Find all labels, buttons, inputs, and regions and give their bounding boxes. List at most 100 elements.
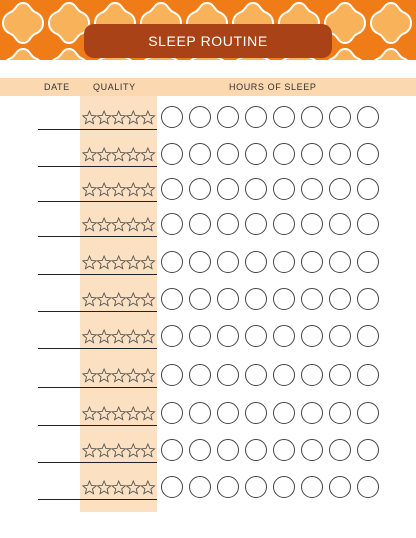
star-icon[interactable] <box>125 328 142 344</box>
date-entry-line[interactable] <box>38 236 80 237</box>
hour-circle[interactable] <box>357 143 379 165</box>
star-icon[interactable] <box>140 328 156 344</box>
hour-circle[interactable] <box>301 364 323 386</box>
star-icon[interactable] <box>96 181 112 197</box>
hour-circle[interactable] <box>329 106 351 128</box>
star-icon[interactable] <box>96 216 112 232</box>
hour-circle[interactable] <box>357 288 379 310</box>
hour-circle[interactable] <box>189 178 211 200</box>
hour-circle[interactable] <box>189 402 211 424</box>
hour-circle[interactable] <box>161 402 183 424</box>
star-icon[interactable] <box>96 291 112 307</box>
star-icon[interactable] <box>82 181 98 197</box>
hour-circle[interactable] <box>273 106 295 128</box>
hour-circle[interactable] <box>245 251 267 273</box>
star-icon[interactable] <box>140 442 156 458</box>
hour-circle[interactable] <box>245 178 267 200</box>
hour-circle[interactable] <box>217 143 239 165</box>
hour-circle[interactable] <box>217 402 239 424</box>
star-icon[interactable] <box>125 442 142 458</box>
star-icon[interactable] <box>96 405 112 421</box>
hour-circle[interactable] <box>161 143 183 165</box>
star-icon[interactable] <box>82 109 98 125</box>
hour-circle[interactable] <box>273 288 295 310</box>
hour-circle[interactable] <box>301 213 323 235</box>
hour-circle[interactable] <box>357 251 379 273</box>
star-icon[interactable] <box>140 109 156 125</box>
star-icon[interactable] <box>125 405 142 421</box>
star-icon[interactable] <box>96 109 112 125</box>
star-icon[interactable] <box>82 254 98 270</box>
hour-circle[interactable] <box>357 364 379 386</box>
star-icon[interactable] <box>82 291 98 307</box>
star-icon[interactable] <box>125 109 142 125</box>
star-icon[interactable] <box>140 181 156 197</box>
hour-circle[interactable] <box>161 251 183 273</box>
hour-circle[interactable] <box>245 213 267 235</box>
star-icon[interactable] <box>96 367 112 383</box>
hour-circle[interactable] <box>273 402 295 424</box>
star-icon[interactable] <box>125 291 142 307</box>
quality-star-rating[interactable] <box>82 479 156 497</box>
star-icon[interactable] <box>110 405 127 421</box>
star-icon[interactable] <box>140 254 156 270</box>
star-icon[interactable] <box>110 291 127 307</box>
hour-circle[interactable] <box>357 106 379 128</box>
hour-circle[interactable] <box>273 439 295 461</box>
star-icon[interactable] <box>82 479 98 495</box>
hour-circle[interactable] <box>329 178 351 200</box>
hour-circle[interactable] <box>245 143 267 165</box>
hour-circle[interactable] <box>329 325 351 347</box>
hour-circle[interactable] <box>301 178 323 200</box>
hour-circle[interactable] <box>189 364 211 386</box>
star-icon[interactable] <box>125 367 142 383</box>
hour-circle[interactable] <box>357 178 379 200</box>
hour-circle[interactable] <box>217 106 239 128</box>
hour-circle[interactable] <box>189 476 211 498</box>
quality-star-rating[interactable] <box>82 254 156 272</box>
quality-star-rating[interactable] <box>82 291 156 309</box>
hour-circle[interactable] <box>357 213 379 235</box>
hour-circle[interactable] <box>301 476 323 498</box>
quality-star-rating[interactable] <box>82 442 156 460</box>
star-icon[interactable] <box>82 442 98 458</box>
star-icon[interactable] <box>82 405 98 421</box>
quality-star-rating[interactable] <box>82 405 156 423</box>
hour-circle[interactable] <box>301 325 323 347</box>
hour-circle[interactable] <box>189 213 211 235</box>
hour-circle[interactable] <box>189 106 211 128</box>
date-entry-line[interactable] <box>38 166 80 167</box>
quality-star-rating[interactable] <box>82 216 156 234</box>
hour-circle[interactable] <box>329 402 351 424</box>
star-icon[interactable] <box>125 254 142 270</box>
star-icon[interactable] <box>96 442 112 458</box>
star-icon[interactable] <box>140 216 156 232</box>
hour-circle[interactable] <box>329 213 351 235</box>
hour-circle[interactable] <box>301 402 323 424</box>
star-icon[interactable] <box>82 216 98 232</box>
hour-circle[interactable] <box>217 476 239 498</box>
date-entry-line[interactable] <box>38 425 80 426</box>
star-icon[interactable] <box>125 181 142 197</box>
date-entry-line[interactable] <box>38 348 80 349</box>
hour-circle[interactable] <box>301 288 323 310</box>
star-icon[interactable] <box>96 328 112 344</box>
star-icon[interactable] <box>110 442 127 458</box>
hour-circle[interactable] <box>245 106 267 128</box>
star-icon[interactable] <box>110 216 127 232</box>
hour-circle[interactable] <box>161 325 183 347</box>
hour-circle[interactable] <box>329 251 351 273</box>
hour-circle[interactable] <box>245 325 267 347</box>
hour-circle[interactable] <box>301 106 323 128</box>
star-icon[interactable] <box>140 291 156 307</box>
hour-circle[interactable] <box>245 402 267 424</box>
star-icon[interactable] <box>125 479 142 495</box>
star-icon[interactable] <box>82 328 98 344</box>
star-icon[interactable] <box>140 367 156 383</box>
hour-circle[interactable] <box>161 213 183 235</box>
star-icon[interactable] <box>110 146 127 162</box>
hour-circle[interactable] <box>245 364 267 386</box>
date-entry-line[interactable] <box>38 201 80 202</box>
hour-circle[interactable] <box>161 439 183 461</box>
star-icon[interactable] <box>96 254 112 270</box>
